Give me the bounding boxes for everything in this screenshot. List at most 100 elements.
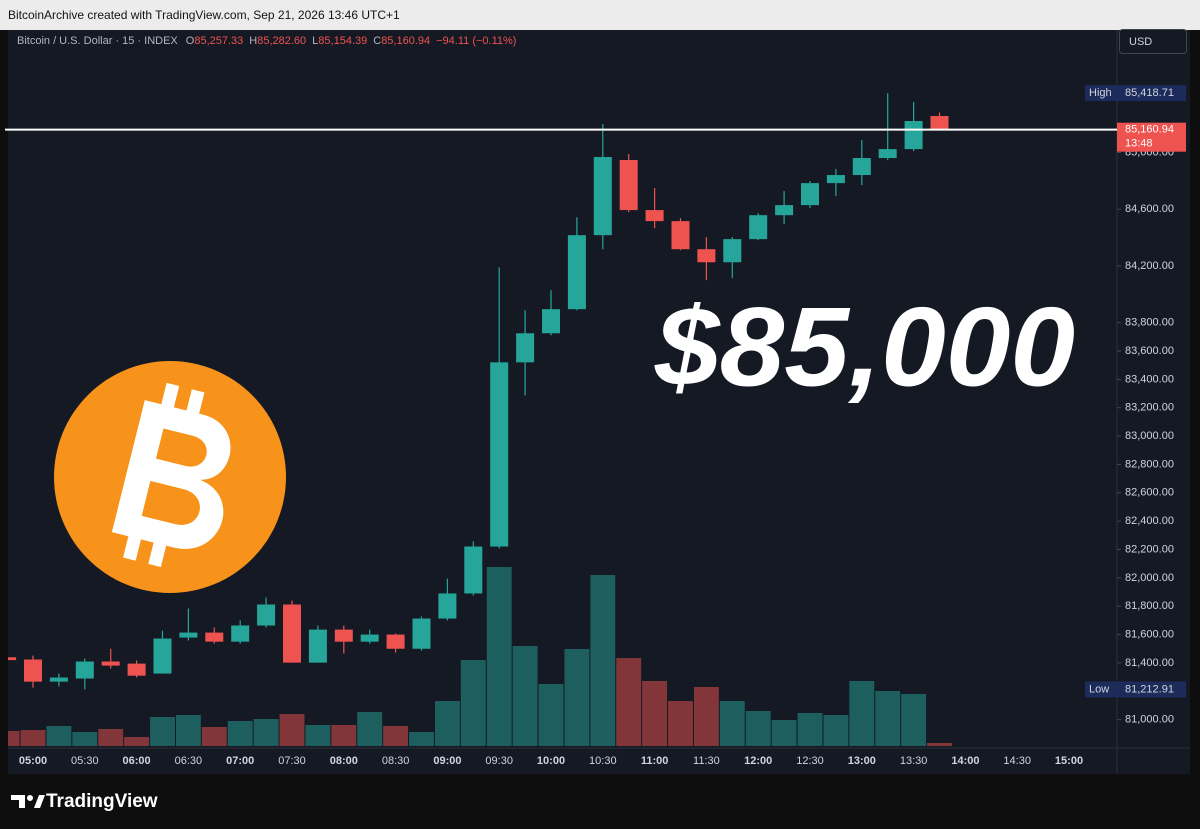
candle-body xyxy=(49,677,68,682)
candle-body xyxy=(852,158,871,176)
candle-body xyxy=(904,121,923,150)
volume-bar xyxy=(927,743,952,746)
last-price-box xyxy=(1117,122,1186,152)
candle-body xyxy=(412,618,431,649)
x-tick-label: 11:00 xyxy=(641,755,669,767)
y-tick-label: 81,400.00 xyxy=(1125,657,1174,669)
x-tick-label: 05:00 xyxy=(19,755,47,767)
volume-bar xyxy=(253,719,279,746)
currency-label[interactable]: USD xyxy=(1129,36,1152,48)
candle-body xyxy=(775,205,794,216)
x-tick-label: 10:00 xyxy=(537,755,565,767)
volume-bar xyxy=(8,731,20,746)
candle-body xyxy=(826,175,845,184)
volume-bar xyxy=(564,649,590,746)
candle-body xyxy=(8,657,17,661)
candle-body xyxy=(153,638,172,674)
volume-bar xyxy=(46,726,72,746)
x-tick-label: 11:30 xyxy=(693,755,720,767)
candle-body xyxy=(593,157,612,236)
symbol: Bitcoin / U.S. Dollar · 15 · INDEX xyxy=(17,35,178,47)
volume-bar xyxy=(616,658,642,746)
x-tick-label: 05:30 xyxy=(71,755,99,767)
x-tick-label: 09:00 xyxy=(433,755,461,767)
candle-body xyxy=(723,239,742,263)
candle-body xyxy=(464,546,483,594)
volume-bar xyxy=(331,725,357,746)
top-bar-text: BitcoinArchive created with TradingView.… xyxy=(8,8,400,22)
volume-bar xyxy=(175,715,201,746)
volume-bar xyxy=(357,712,383,746)
volume-bar xyxy=(72,732,98,746)
plot xyxy=(8,93,952,746)
volume-bar xyxy=(797,713,823,746)
currency-button[interactable] xyxy=(1119,29,1187,54)
candle-body xyxy=(360,634,379,642)
marker-box xyxy=(1085,85,1186,102)
candle-body xyxy=(308,629,327,663)
candle-body xyxy=(179,632,198,638)
candle-body xyxy=(878,149,897,159)
x-tick-label: 06:00 xyxy=(123,755,151,767)
change: −94.11 (−0.11%) xyxy=(436,35,516,47)
ohlc-value: 85,154.39 xyxy=(318,35,367,47)
headline: $85,000 xyxy=(654,285,1075,410)
footer-logo: TradingView xyxy=(11,791,158,812)
volume-bar xyxy=(227,721,253,746)
x-tick-label: 12:30 xyxy=(796,755,824,767)
logo-b xyxy=(111,400,231,549)
candle-body xyxy=(645,210,664,222)
candle-body xyxy=(257,604,276,626)
ohlc-key: L xyxy=(312,35,318,47)
volume-bar xyxy=(719,701,745,746)
ohlc-value: 85,282.60 xyxy=(257,35,306,47)
y-tick-label: 83,600.00 xyxy=(1125,345,1174,357)
candle-body xyxy=(127,663,146,676)
marker-box xyxy=(1085,681,1186,698)
y-tick-label: 82,600.00 xyxy=(1125,487,1174,499)
logo-bar xyxy=(123,532,142,561)
marker-label: 85,418.71 xyxy=(1125,87,1174,99)
x-tick-label: 08:30 xyxy=(382,755,410,767)
volume-bar xyxy=(668,701,693,746)
countdown: 13:48 xyxy=(1125,138,1153,150)
candle-body xyxy=(930,116,949,130)
y-tick-label: 82,400.00 xyxy=(1125,515,1174,527)
x-tick-label: 14:00 xyxy=(951,755,979,767)
marker-text: High xyxy=(1089,87,1112,99)
y-tick-label: 82,200.00 xyxy=(1125,543,1174,555)
x-tick-label: 07:30 xyxy=(278,755,306,767)
y-tick-label: 83,000.00 xyxy=(1125,430,1174,442)
candle-body xyxy=(438,593,457,619)
y-tick-label: 83,800.00 xyxy=(1125,317,1174,329)
candle-body xyxy=(283,604,301,663)
volume-bar xyxy=(383,726,409,746)
volume-bar xyxy=(849,681,875,746)
logo-text: TradingView xyxy=(46,791,158,812)
x-tick-label: 12:00 xyxy=(744,755,772,767)
logo-glyph xyxy=(111,382,231,567)
volume-bar xyxy=(486,567,512,746)
y-tick-label: 81,800.00 xyxy=(1125,600,1174,612)
candle-body xyxy=(231,625,250,642)
candle-body xyxy=(101,661,120,666)
marks: 81,000.00 81,400.00 81,600.00 81,800.00 82,0… xyxy=(5,85,1186,767)
x-tick-label: 08:00 xyxy=(330,755,358,767)
y-tick-label: 82,000.00 xyxy=(1125,572,1174,584)
x-tick-label: 15:00 xyxy=(1055,755,1083,767)
volume-bar xyxy=(745,711,771,746)
x-tick-label: 14:30 xyxy=(1003,755,1031,767)
volume-bar xyxy=(460,660,486,746)
y-tick-label: 81,000.00 xyxy=(1125,714,1174,726)
y-tick-label: 84,600.00 xyxy=(1125,203,1174,215)
y-tick-label: 81,600.00 xyxy=(1125,628,1174,640)
ohlc-key: O xyxy=(186,35,195,47)
y-tick-label: 83,400.00 xyxy=(1125,373,1174,385)
volume-bar xyxy=(434,701,460,746)
last-price-label: 85,160.94 xyxy=(1125,124,1174,136)
logo-bar xyxy=(185,389,205,418)
volume-bar xyxy=(538,684,564,746)
candle-body xyxy=(516,333,535,363)
ohlc-value: 85,160.94 xyxy=(381,35,430,47)
price-axis xyxy=(1117,30,1190,774)
